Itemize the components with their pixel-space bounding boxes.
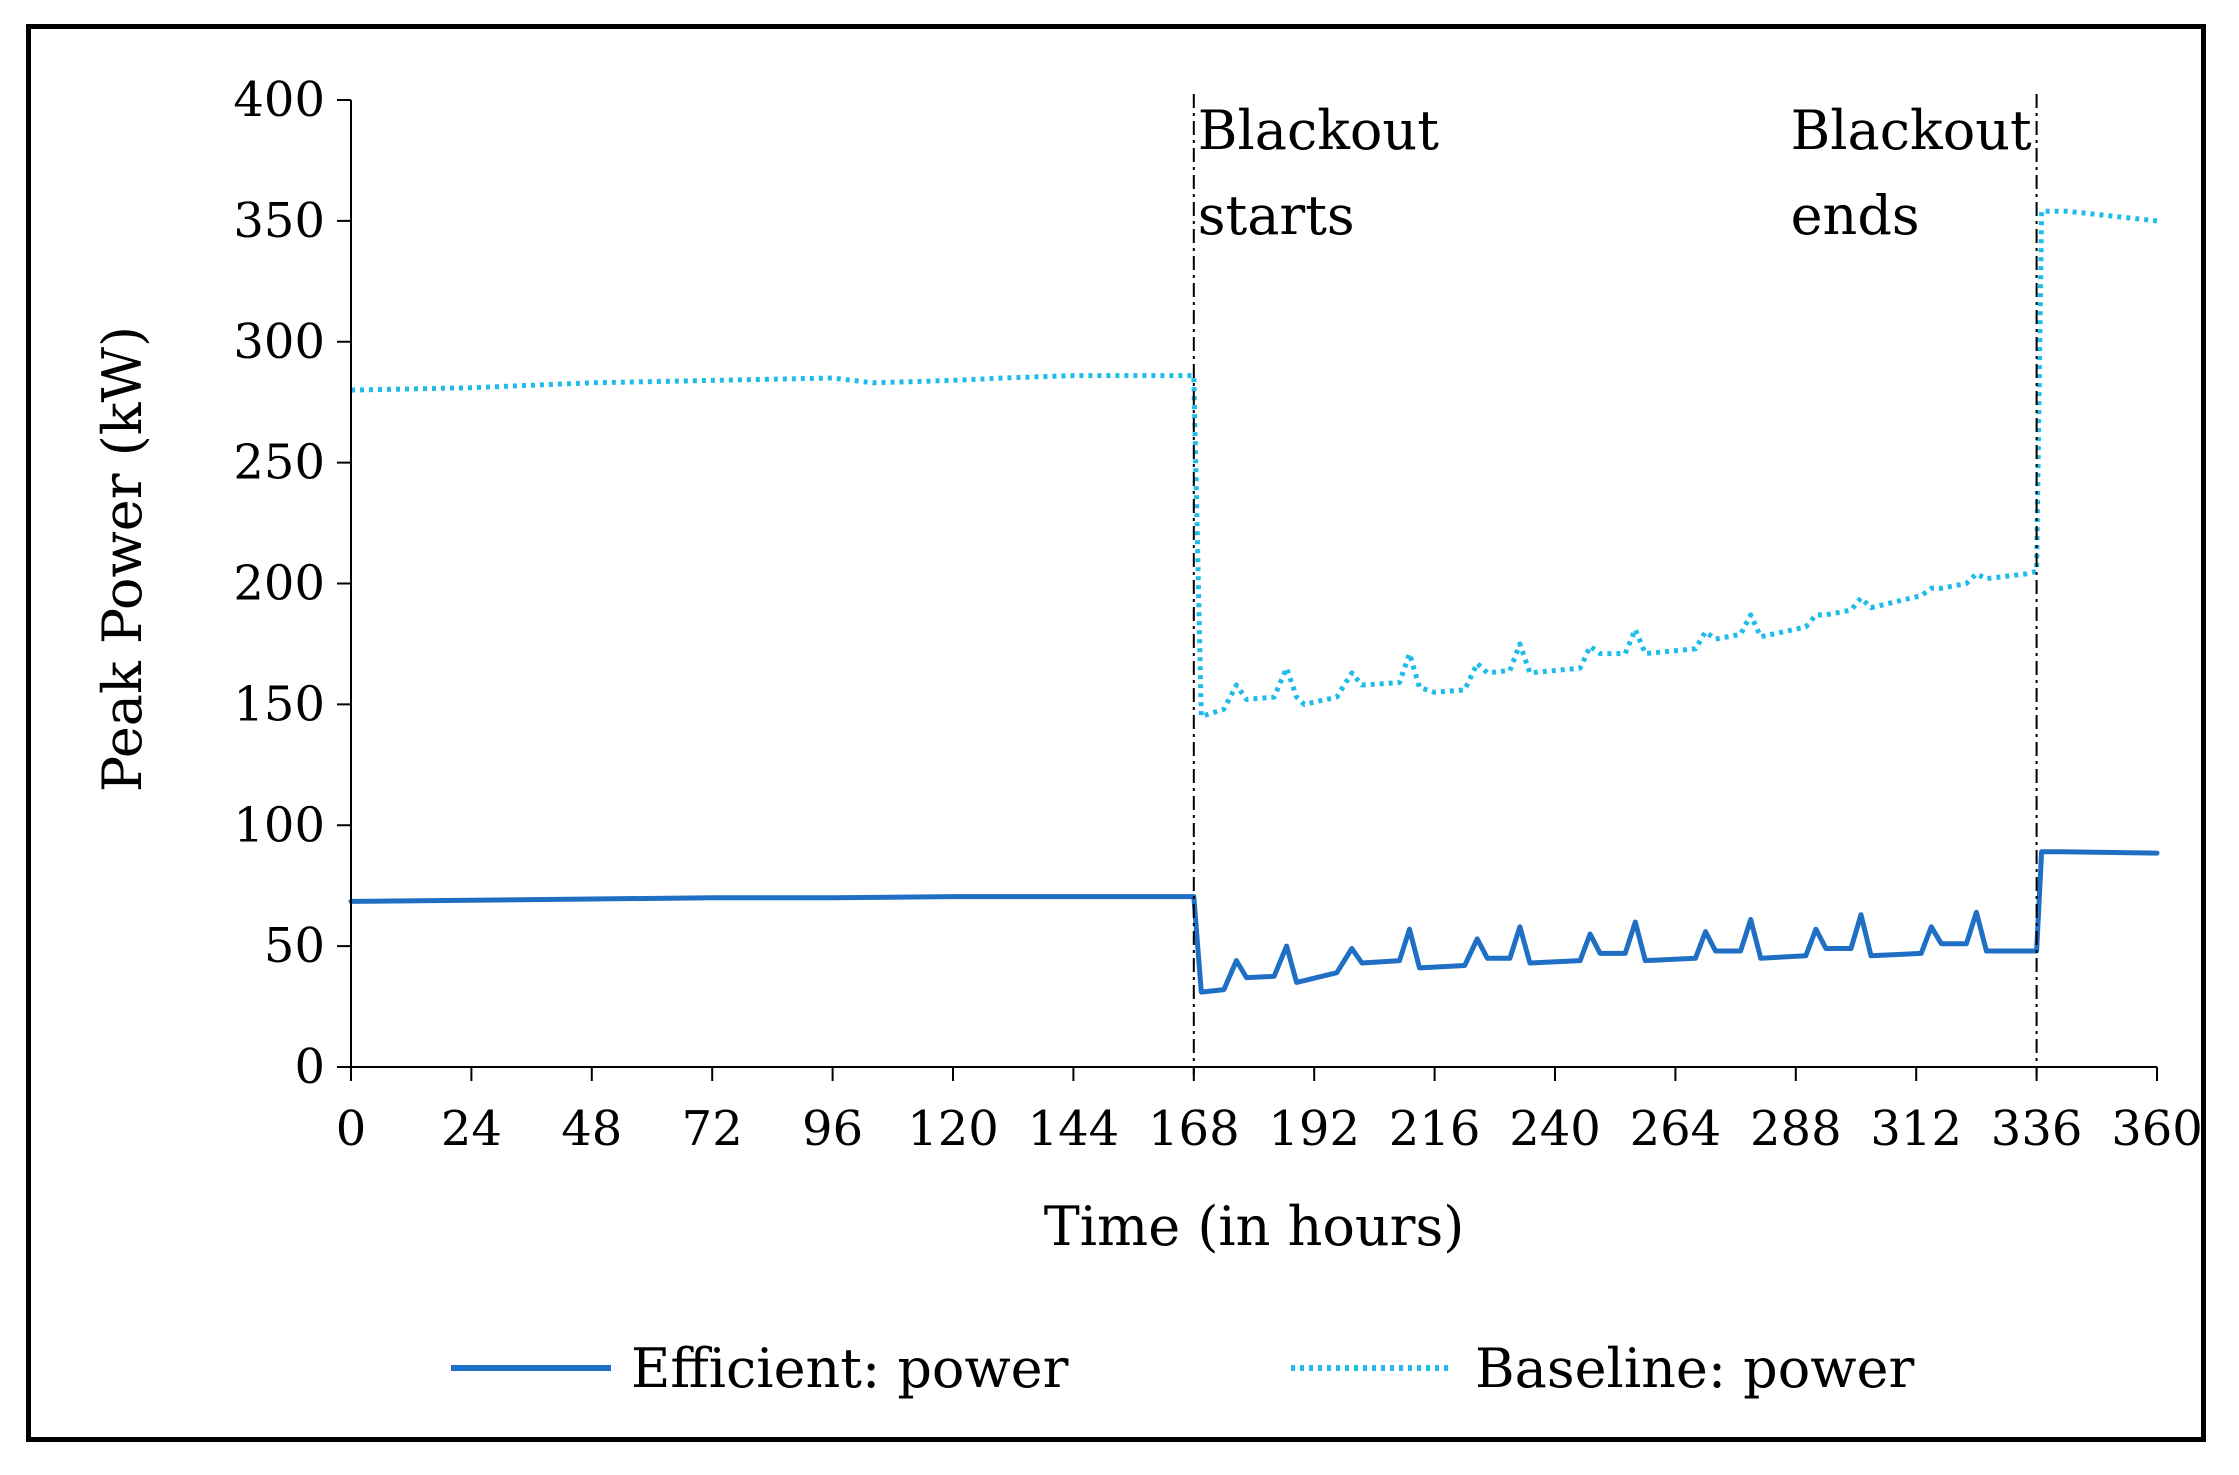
annotation-line2: ends — [1791, 184, 1920, 247]
y-tick-label: 350 — [233, 193, 325, 249]
y-tick-label: 150 — [233, 676, 325, 732]
x-tick-label: 96 — [802, 1101, 863, 1157]
y-tick-label: 50 — [264, 918, 325, 974]
legend-label-baseline: Baseline: power — [1475, 1337, 1914, 1400]
x-tick-label: 72 — [682, 1101, 743, 1157]
legend: Efficient: power Baseline: power — [451, 1337, 1914, 1400]
series-baseline-power-line — [350, 208, 2158, 719]
chart-frame: 0 50 100 150 200 250 300 350 400 0 24 48 72 96 120 144 1… — [26, 24, 2206, 1442]
x-tick-label: 48 — [561, 1101, 622, 1157]
annotation-line1: Blackout — [1198, 99, 1439, 162]
line-chart: 0 50 100 150 200 250 300 350 400 0 24 48 72 96 120 144 1… — [91, 72, 2201, 1400]
x-tick-label: 0 — [336, 1101, 367, 1157]
y-axis-title: Peak Power (kW) — [91, 326, 154, 792]
axes: 0 50 100 150 200 250 300 350 400 0 24 48 72 96 120 144 1… — [233, 72, 2201, 1157]
y-tick-label: 200 — [233, 556, 325, 612]
x-tick-label: 144 — [1028, 1101, 1120, 1157]
x-tick-label: 240 — [1509, 1101, 1601, 1157]
plot-area — [348, 208, 2160, 995]
x-tick-label: 168 — [1148, 1101, 1240, 1157]
x-tick-label: 120 — [907, 1101, 999, 1157]
annotation-line2: starts — [1198, 184, 1355, 247]
y-tick-label: 100 — [233, 797, 325, 853]
y-tick-label: 400 — [233, 72, 325, 128]
x-tick-label: 264 — [1630, 1101, 1722, 1157]
x-tick-label: 192 — [1268, 1101, 1360, 1157]
annotations: Blackout starts Blackout ends — [1192, 94, 2038, 1075]
x-tick-label: 24 — [441, 1101, 502, 1157]
x-axis-title: Time (in hours) — [1044, 1195, 1465, 1258]
x-tick-label: 360 — [2111, 1101, 2201, 1157]
y-tick-label: 300 — [233, 314, 325, 370]
series-efficient-power-line — [348, 849, 2160, 995]
x-tick-label: 336 — [1991, 1101, 2083, 1157]
legend-label-efficient: Efficient: power — [631, 1337, 1069, 1400]
annotation-line1: Blackout — [1791, 99, 2032, 162]
x-tick-label: 288 — [1750, 1101, 1842, 1157]
y-tick-label: 0 — [294, 1039, 325, 1095]
x-tick-label: 312 — [1870, 1101, 1962, 1157]
y-tick-label: 250 — [233, 435, 325, 491]
x-tick-label: 216 — [1389, 1101, 1481, 1157]
